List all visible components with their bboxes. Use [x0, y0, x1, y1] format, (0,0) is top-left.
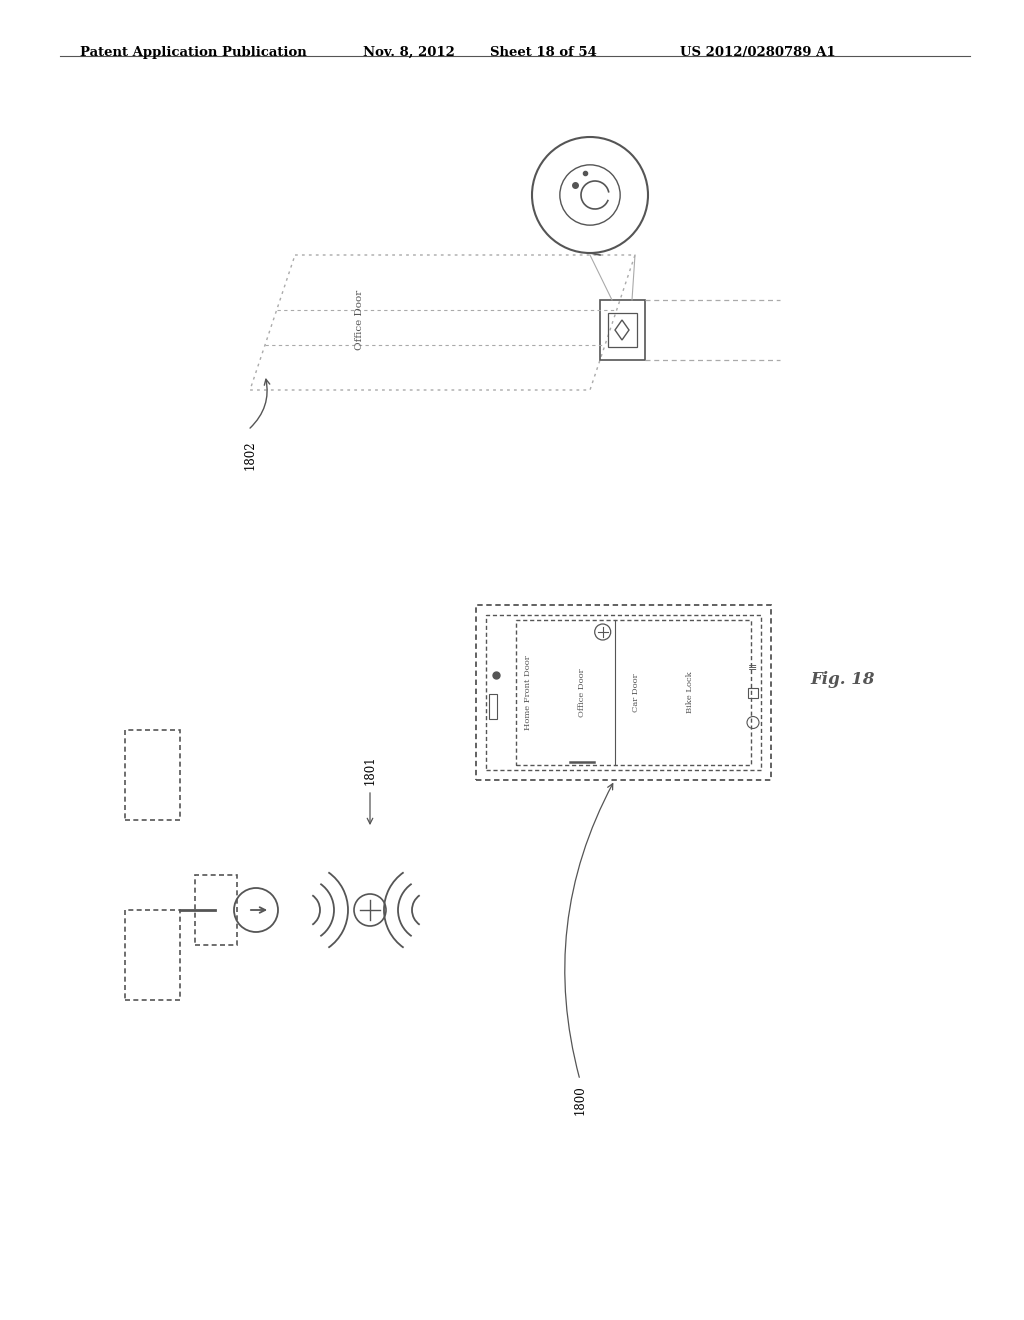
- Text: 1801: 1801: [364, 755, 377, 785]
- Text: 1800: 1800: [573, 1085, 587, 1115]
- Text: Car Door: Car Door: [632, 673, 640, 711]
- Text: Bike Lock: Bike Lock: [686, 672, 694, 713]
- Text: ≡: ≡: [749, 663, 758, 672]
- Text: Office Door: Office Door: [355, 290, 365, 350]
- Text: Patent Application Publication: Patent Application Publication: [80, 46, 307, 59]
- Text: Nov. 8, 2012: Nov. 8, 2012: [362, 46, 455, 59]
- Text: Office Door: Office Door: [579, 668, 586, 717]
- Text: 1802: 1802: [244, 440, 256, 470]
- Text: US 2012/0280789 A1: US 2012/0280789 A1: [680, 46, 836, 59]
- Text: Sheet 18 of 54: Sheet 18 of 54: [490, 46, 597, 59]
- Text: Fig. 18: Fig. 18: [810, 672, 874, 689]
- Text: Home Front Door: Home Front Door: [524, 655, 532, 730]
